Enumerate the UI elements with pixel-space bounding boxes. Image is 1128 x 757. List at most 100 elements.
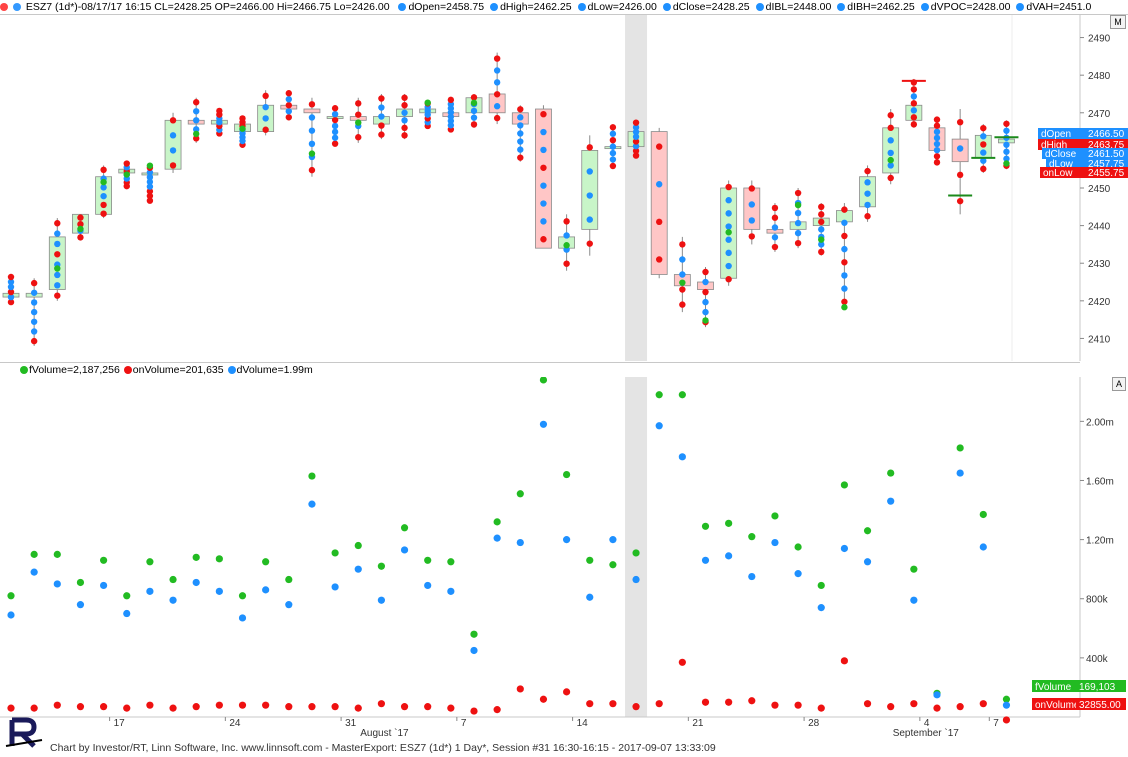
value-dot: [517, 122, 524, 129]
value-dot: [609, 156, 617, 163]
volume-dot: [53, 580, 61, 588]
volume-dot: [331, 549, 339, 557]
volume-dot: [817, 604, 825, 612]
candle-body: [303, 108, 321, 114]
volume-legend-dot-icon: [227, 366, 236, 374]
value-dot: [239, 125, 246, 132]
volume-dot: [516, 538, 524, 547]
price-tag: dClose 2461.50: [1042, 148, 1128, 160]
value-dot: [864, 179, 871, 186]
maximize-button[interactable]: M: [1110, 15, 1126, 29]
value-dot: [679, 271, 686, 278]
volume-dot: [215, 555, 223, 563]
value-dot: [933, 153, 941, 160]
volume-dot: [748, 533, 756, 541]
price-tag-bg: [1046, 158, 1128, 169]
value-dot: [540, 110, 547, 118]
value-dot: [100, 192, 107, 200]
value-dot: [933, 122, 941, 129]
volume-dot: [53, 550, 61, 558]
value-dot: [771, 234, 779, 241]
value-dot: [632, 152, 640, 159]
volume-dot: [308, 472, 316, 480]
volume-tag-value: 169,103: [1079, 682, 1116, 693]
value-dot: [540, 146, 547, 154]
volume-legend-label: onVolume=201,635: [132, 364, 224, 376]
month-label: August `17: [360, 727, 409, 739]
value-dot: [748, 201, 755, 208]
value-dot: [887, 112, 894, 119]
value-dot: [794, 189, 802, 197]
value-dot: [100, 184, 107, 191]
value-dot: [470, 107, 478, 115]
month-label: September `17: [893, 727, 960, 739]
value-dot: [841, 285, 848, 292]
volume-dot: [7, 592, 15, 600]
volume-dot: [678, 391, 686, 399]
volume-dot: [840, 657, 849, 665]
date-tick-label: 21: [692, 718, 704, 729]
volume-dot: [840, 544, 849, 553]
volume-tick-label: 2.00m: [1086, 417, 1114, 428]
checkbox-blue-icon[interactable]: [12, 3, 21, 11]
value-dot: [841, 219, 848, 226]
price-tick-label: 2480: [1088, 71, 1111, 82]
value-dot: [679, 241, 686, 248]
value-dot: [563, 260, 570, 267]
volume-dot: [563, 536, 571, 544]
value-dot: [910, 121, 918, 128]
volume-tag-label: fVolume: [1035, 682, 1072, 693]
value-dot: [910, 100, 918, 107]
value-dot: [818, 236, 825, 243]
date-tick-label: 17: [114, 718, 126, 729]
volume-dot: [586, 593, 594, 601]
autoscale-button[interactable]: A: [1112, 377, 1126, 391]
value-dot: [401, 132, 408, 139]
value-dot: [864, 167, 871, 175]
value-dot: [146, 197, 154, 204]
value-dot: [54, 282, 61, 289]
volume-dot: [169, 575, 177, 584]
value-dot: [794, 201, 802, 209]
value-dot: [285, 90, 292, 97]
volume-dot: [956, 703, 964, 711]
value-dot: [7, 298, 15, 306]
value-dot: [818, 226, 825, 233]
volume-chart: 400k 800k 1.20m 1.60m 2.00m 17 24 31 7 14 21 28 4 7 Au…: [0, 377, 1126, 739]
value-dot: [7, 288, 15, 296]
value-dot: [725, 249, 732, 257]
value-dot: [586, 168, 593, 175]
value-dot: [679, 279, 686, 286]
value-dot: [725, 197, 732, 204]
volume-tick-label: 1.20m: [1086, 536, 1114, 547]
volume-dot: [632, 703, 640, 711]
value-dot: [146, 183, 154, 190]
value-dot: [748, 233, 755, 240]
value-dot: [933, 140, 941, 148]
value-dot: [887, 156, 894, 164]
volume-dot: [586, 700, 594, 708]
volume-dot: [771, 512, 779, 520]
value-dot: [656, 218, 663, 226]
volume-dot: [470, 630, 478, 638]
value-dot: [632, 128, 640, 136]
value-dot: [77, 214, 84, 221]
value-dot: [54, 292, 61, 299]
volume-dot: [632, 575, 640, 584]
study-dot-icon: [755, 3, 764, 11]
volume-dot: [863, 527, 872, 535]
value-dot: [493, 91, 501, 98]
instrument-title: ESZ7 (1d*)-08/17/17 16:15 CL=2428.25 OP=…: [25, 1, 390, 13]
checkbox-red-icon[interactable]: [0, 3, 8, 11]
price-tag-value: 2466.50: [1088, 129, 1125, 140]
value-dot: [447, 96, 455, 104]
volume-dot: [701, 556, 710, 564]
volume-dot: [470, 646, 478, 655]
value-dot: [262, 103, 269, 111]
footer-credit: Chart by Investor/RT, Linn Software, Inc…: [50, 742, 716, 754]
value-dot: [841, 245, 848, 253]
value-dot: [771, 214, 779, 221]
value-dot: [540, 218, 547, 225]
volume-dot: [123, 609, 131, 618]
value-dot: [609, 149, 617, 157]
